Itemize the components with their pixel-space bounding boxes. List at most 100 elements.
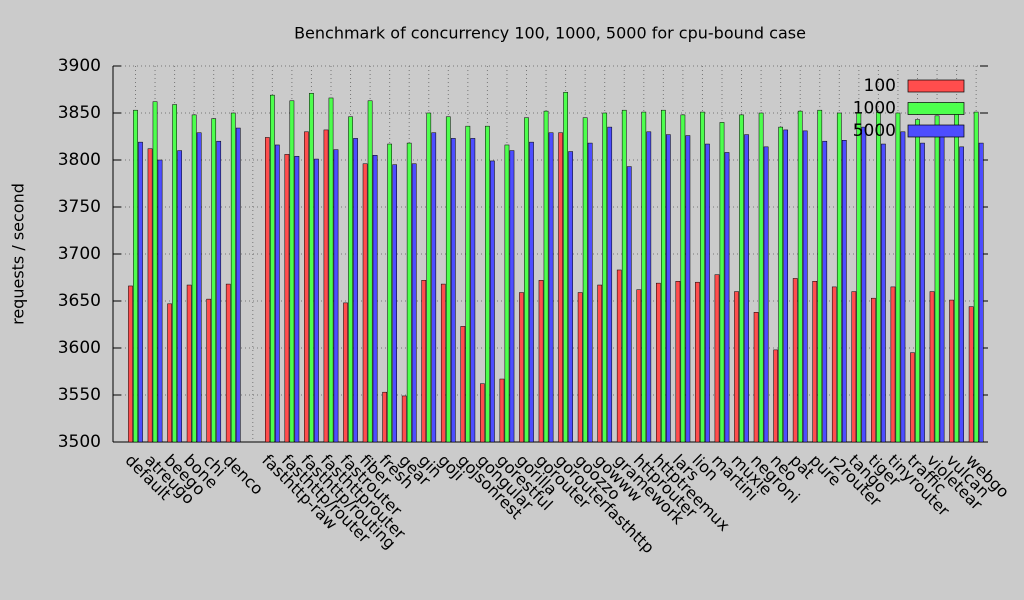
bar <box>739 114 744 443</box>
bar <box>206 298 212 443</box>
bar <box>626 166 632 443</box>
bar <box>538 280 544 443</box>
y-tick-label: 3900 <box>58 56 101 76</box>
bar <box>719 122 725 443</box>
bar <box>431 132 437 443</box>
bar <box>851 291 857 443</box>
bar <box>450 138 456 443</box>
bar <box>861 126 867 443</box>
legend-label: 100 <box>864 76 896 96</box>
bar <box>167 303 172 443</box>
bar <box>841 140 847 443</box>
bar <box>563 92 568 443</box>
bar <box>304 131 309 443</box>
bar <box>529 141 534 443</box>
bar <box>680 114 686 443</box>
bar <box>460 326 466 443</box>
bar <box>695 281 700 443</box>
bar <box>636 289 642 443</box>
bar <box>895 112 901 443</box>
bar <box>382 391 387 443</box>
bar <box>177 150 182 443</box>
y-tick-label: 3500 <box>58 432 101 452</box>
bar <box>265 137 270 443</box>
bar <box>744 134 749 443</box>
bar <box>959 146 964 443</box>
bar <box>499 378 505 443</box>
bar <box>519 292 524 443</box>
bar <box>284 154 290 443</box>
bar <box>954 113 959 443</box>
bar <box>328 97 334 443</box>
bar <box>778 126 783 443</box>
bar <box>939 135 945 443</box>
bar <box>421 280 427 443</box>
bar <box>797 110 803 443</box>
bar <box>929 291 935 443</box>
bar <box>270 94 275 443</box>
bar <box>490 160 495 443</box>
y-tick-label: 3650 <box>58 291 101 311</box>
bar <box>333 149 339 443</box>
bar <box>700 111 705 443</box>
y-tick-label: 3700 <box>58 244 101 264</box>
bar <box>675 281 681 443</box>
bar <box>289 100 295 443</box>
bar <box>372 155 378 443</box>
bar <box>871 297 876 443</box>
legend-swatch <box>907 124 965 138</box>
legend-label: 5000 <box>853 121 896 141</box>
bar <box>607 126 613 443</box>
bar <box>348 116 353 443</box>
bar <box>705 143 710 443</box>
bar <box>783 129 788 443</box>
bar <box>646 131 652 443</box>
bar <box>900 131 906 443</box>
bar <box>353 138 358 443</box>
chart-title: Benchmark of concurrency 100, 1000, 5000… <box>294 24 806 43</box>
bar <box>216 140 222 443</box>
bar <box>890 286 896 443</box>
bar <box>558 132 563 443</box>
bar <box>831 286 837 443</box>
bar <box>822 140 828 443</box>
bar <box>133 109 138 443</box>
bar <box>763 146 769 443</box>
bar <box>876 111 881 443</box>
bar <box>802 130 808 443</box>
bar <box>480 383 485 443</box>
bar <box>191 114 197 443</box>
bar <box>734 291 739 443</box>
bar <box>186 284 192 443</box>
y-tick-label: 3600 <box>58 338 101 358</box>
bar <box>367 100 373 443</box>
bar <box>509 150 515 443</box>
bar <box>773 349 778 443</box>
legend-label: 1000 <box>853 99 896 119</box>
bar <box>856 112 862 443</box>
bar <box>401 395 407 443</box>
bar <box>577 292 583 443</box>
bar <box>440 283 446 443</box>
bar <box>881 143 886 443</box>
bar <box>504 144 510 443</box>
bar <box>309 93 314 443</box>
bar <box>323 129 329 443</box>
bar <box>128 285 133 443</box>
bar <box>685 135 691 443</box>
bar <box>641 111 647 443</box>
bar <box>973 111 979 443</box>
bar <box>597 284 603 443</box>
bar <box>582 117 588 443</box>
bar <box>910 352 915 443</box>
bar <box>465 125 471 443</box>
bar <box>753 312 759 443</box>
bar <box>714 274 720 443</box>
x-tick-label: denco <box>219 451 267 499</box>
bar <box>587 142 593 443</box>
bar <box>616 269 622 443</box>
bar <box>314 158 319 443</box>
bar <box>920 142 925 443</box>
